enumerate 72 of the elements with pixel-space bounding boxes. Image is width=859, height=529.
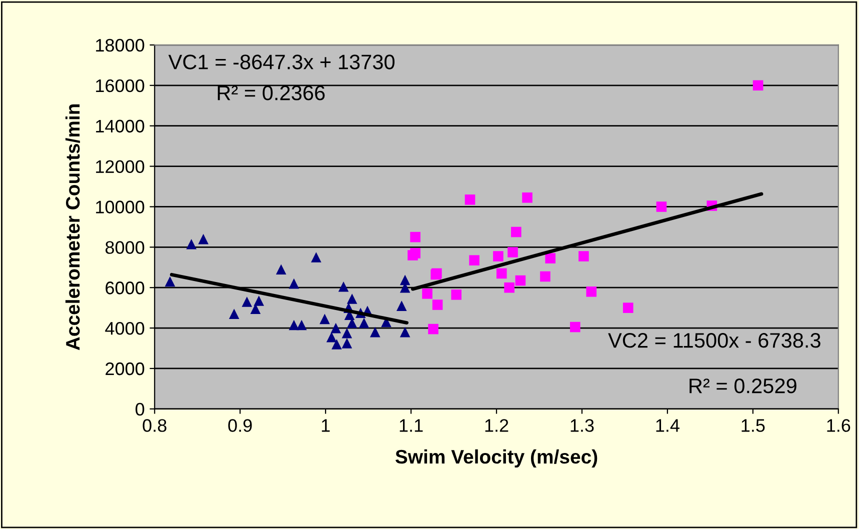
x-tick-label: 1.5: [742, 419, 765, 432]
point: [242, 296, 252, 307]
point: [346, 294, 358, 304]
point: [540, 271, 550, 282]
point: [422, 288, 432, 299]
x-tick-label: 0.8: [142, 419, 166, 432]
y-tick-label: 4000: [105, 322, 144, 335]
point: [311, 252, 322, 262]
y-tick-label: 6000: [106, 282, 144, 294]
annotation: R² = 0.2529: [690, 378, 796, 394]
point: [358, 318, 370, 328]
point: [410, 232, 420, 242]
point: [276, 264, 286, 275]
point: [254, 296, 264, 306]
y-tick-label: 2000: [106, 362, 144, 376]
point: [545, 253, 556, 264]
annotation: VC1 = -8647.3x + 13730: [168, 54, 394, 70]
x-tick-label: 0.9: [228, 419, 252, 432]
point: [326, 332, 337, 342]
point: [570, 322, 580, 332]
point: [288, 278, 300, 289]
x-tick-label: 1.3: [570, 419, 594, 432]
x-tick-label: 1.6: [827, 419, 850, 432]
point: [330, 322, 341, 334]
point: [515, 275, 526, 286]
point: [400, 326, 410, 338]
point: [342, 328, 352, 338]
point: [622, 302, 634, 313]
point: [496, 268, 507, 279]
point: [428, 324, 438, 334]
point: [186, 238, 197, 250]
x-tick-label: 1: [322, 419, 330, 432]
point: [164, 276, 176, 287]
y-tick-label: 10000: [96, 200, 144, 214]
y-tick-label: 0: [136, 402, 144, 416]
point: [578, 251, 589, 262]
y-tick-label: 16000: [96, 79, 144, 92]
point: [338, 281, 349, 292]
point: [396, 300, 407, 311]
y-axis-title: Accelerometer Counts/min: [65, 104, 80, 350]
annotation: R² = 0.2366: [218, 86, 325, 100]
point: [469, 255, 480, 266]
point: [451, 290, 462, 300]
point: [464, 194, 476, 205]
point: [332, 339, 342, 350]
point: [508, 247, 518, 258]
point: [511, 226, 522, 238]
y-tick-label: 12000: [96, 160, 144, 173]
x-axis-title: Swim Velocity (m/sec): [395, 449, 598, 468]
point: [752, 80, 764, 91]
y-tick-label: 18000: [96, 38, 144, 52]
point: [410, 248, 420, 258]
point: [493, 251, 504, 262]
point: [320, 314, 330, 324]
point: [656, 202, 667, 212]
point: [400, 274, 410, 286]
point: [296, 320, 307, 330]
point: [228, 308, 240, 320]
x-tick-label: 1.1: [400, 419, 423, 432]
x-tick-label: 1.4: [656, 419, 680, 432]
point: [586, 286, 597, 297]
x-tick-label: 1.2: [485, 419, 508, 432]
point: [288, 320, 300, 330]
point: [522, 192, 532, 203]
point: [342, 338, 352, 348]
point: [370, 326, 380, 338]
y-tick-label: 8000: [106, 241, 144, 254]
point: [432, 300, 443, 310]
point: [504, 282, 514, 293]
annotation: VC2 = 11500x - 6738.3: [608, 333, 820, 348]
y-tick-label: 14000: [96, 120, 144, 133]
point: [198, 234, 208, 244]
